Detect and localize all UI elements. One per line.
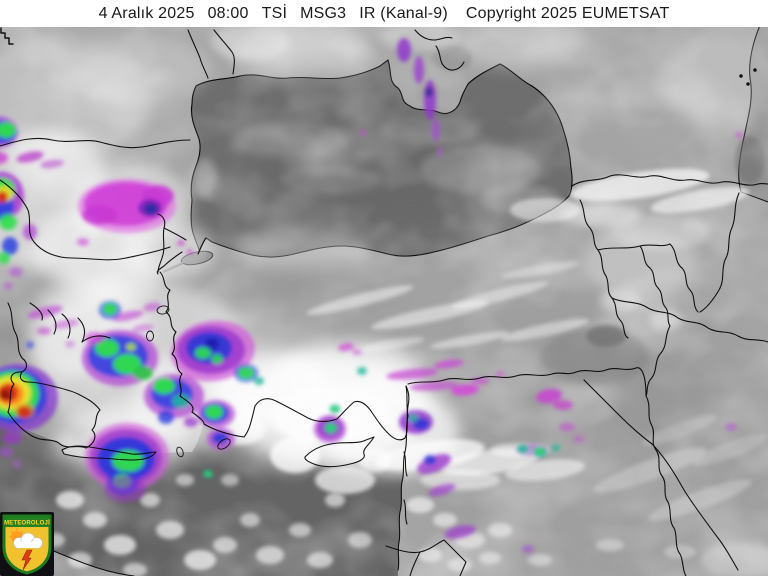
logo-title-text: METEOROLOJİ xyxy=(4,520,50,527)
header-time: 08:00 xyxy=(207,4,249,22)
cloud-icon xyxy=(13,532,43,549)
logo-title-band xyxy=(5,517,49,527)
satellite-map-svg xyxy=(0,10,768,576)
meteorology-logo: METEOROLOJİ xyxy=(0,512,54,576)
header-bar: 4 Aralık 2025 08:00 TSİ MSG3 IR (Kanal-9… xyxy=(0,0,768,27)
grain-overlay xyxy=(0,27,768,576)
lightning-bolt-icon xyxy=(21,549,33,571)
header-date: 4 Aralık 2025 xyxy=(98,4,195,22)
header-copyright: Copyright 2025 EUMETSAT xyxy=(465,4,670,22)
satellite-map xyxy=(0,10,768,576)
header-timezone: TSİ xyxy=(261,4,288,22)
header-satellite: MSG3 xyxy=(300,4,347,22)
header-channel: IR (Kanal-9) xyxy=(359,4,448,22)
